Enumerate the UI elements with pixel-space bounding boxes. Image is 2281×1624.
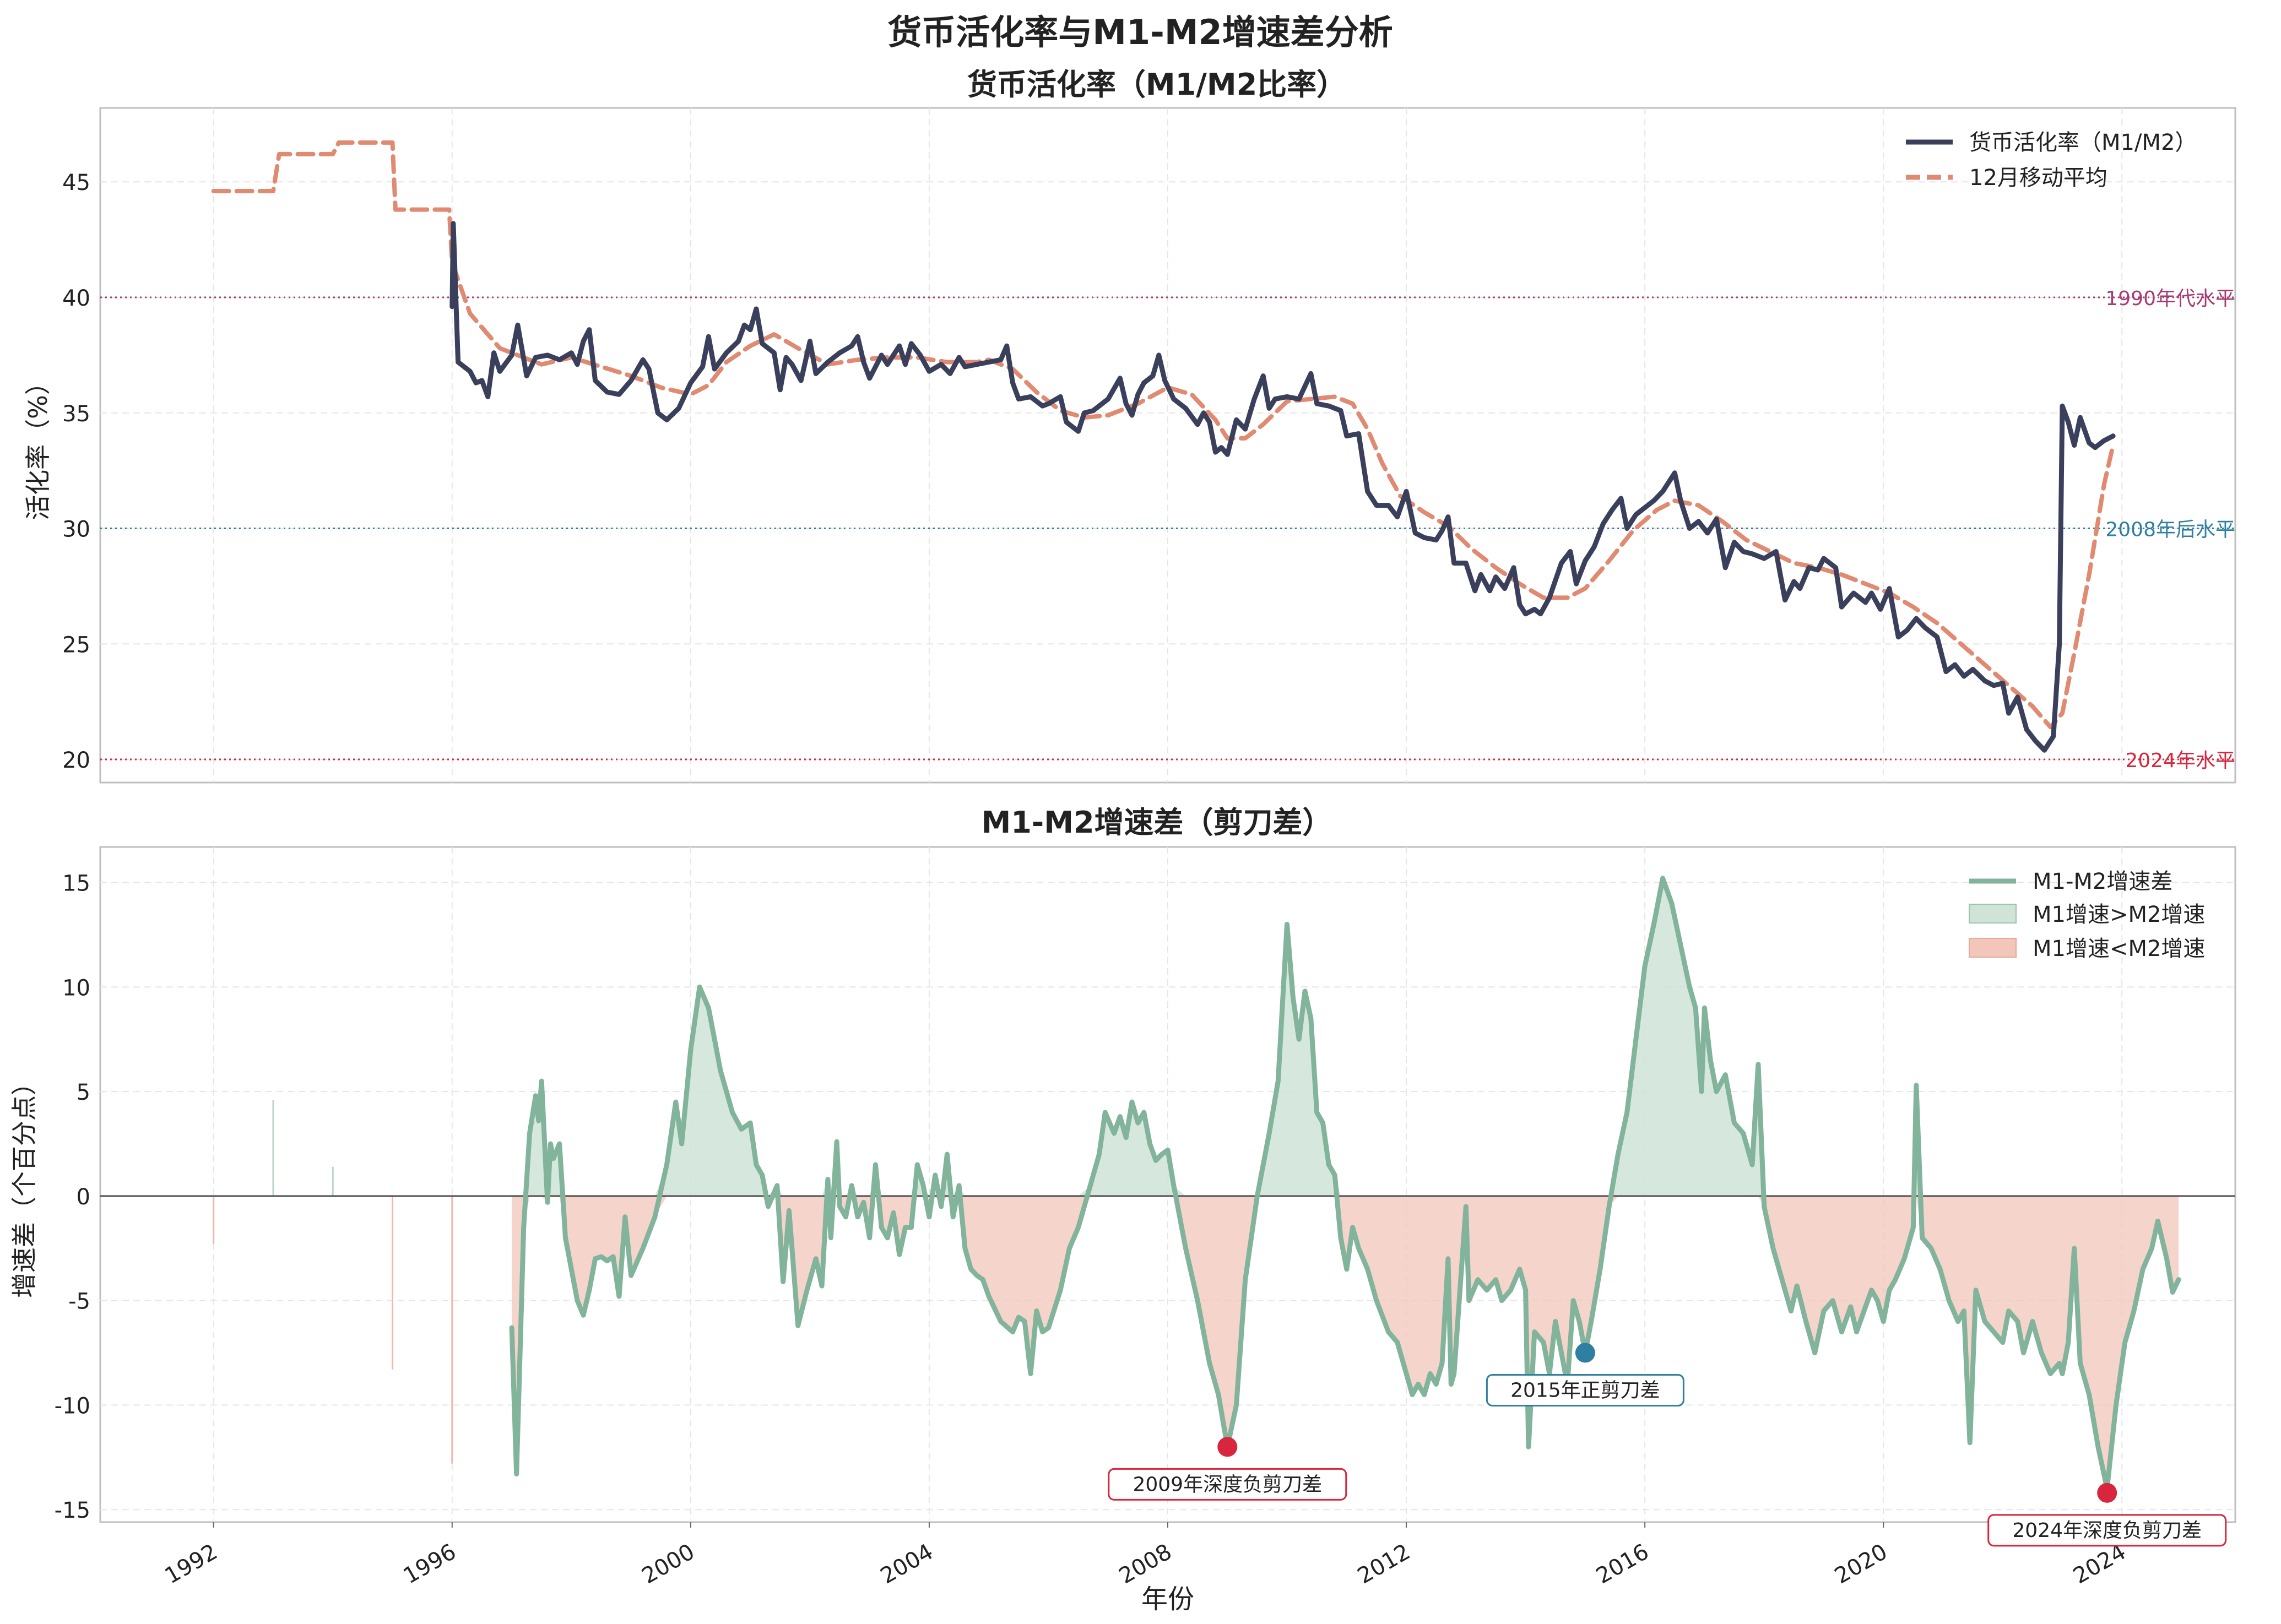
top-y-tick-label: 45 xyxy=(62,170,90,195)
annotation-box xyxy=(1108,1468,1347,1501)
top-y-tick-label: 25 xyxy=(62,632,90,658)
top-y-tick-label: 30 xyxy=(62,517,90,542)
bottom-y-axis-label: 增速差（个百分点） xyxy=(9,1070,39,1298)
top-y-tick-label: 20 xyxy=(62,748,90,773)
top-y-tick-label: 40 xyxy=(62,286,90,311)
bottom-y-tick-label: 10 xyxy=(62,975,90,1001)
figure-title: 货币活化率与M1-M2增速差分析 xyxy=(887,12,1393,52)
annotation-label: 2009年深度负剪刀差 xyxy=(1133,1473,1322,1496)
annotation-box xyxy=(1987,1514,2227,1547)
legend-label: 货币活化率（M1/M2） xyxy=(1969,130,2197,155)
reference-line-label: 2024年水平 xyxy=(2125,749,2235,772)
legend-label: M1-M2增速差 xyxy=(2033,869,2172,894)
annotation-label: 2024年深度负剪刀差 xyxy=(2012,1519,2202,1542)
bottom-legend: M1-M2增速差 M1增速>M2增速 M1增速<M2增速 xyxy=(1969,869,2205,962)
top-reference-lines: 1990年代水平 2008年后水平 2024年水平 xyxy=(100,287,2235,772)
top-y-ticks: 20 25 30 35 40 45 xyxy=(62,170,90,773)
top-y-axis-label: 活化率（%） xyxy=(23,370,53,520)
m1-m2-spread-line xyxy=(509,876,2181,1491)
reference-line-label: 2008年后水平 xyxy=(2105,519,2235,541)
top-panel: 货币活化率（M1/M2比率） 20 25 30 35 40 45 1990年代水平 2008… xyxy=(23,67,2236,784)
legend-label: M1增速<M2增速 xyxy=(2033,936,2205,962)
legend-swatch xyxy=(1969,938,2017,958)
bottom-y-tick-label: -10 xyxy=(55,1393,90,1419)
bottom-spikes xyxy=(213,1100,453,1464)
top-panel-title: 货币活化率（M1/M2比率） xyxy=(967,67,1346,102)
positive-fill-area xyxy=(512,878,2179,1196)
annotation-box xyxy=(1486,1374,1684,1407)
bottom-panel-title: M1-M2增速差（剪刀差） xyxy=(981,805,1332,840)
bottom-series xyxy=(509,876,2181,1491)
annotation-marker xyxy=(1575,1343,1595,1363)
moving-average-line xyxy=(211,140,2116,730)
top-y-tick-label: 35 xyxy=(62,401,90,427)
annotation-label: 2015年正剪刀差 xyxy=(1510,1379,1660,1402)
bottom-y-tick-label: -5 xyxy=(68,1289,90,1315)
legend-label: 12月移动平均 xyxy=(1969,165,2107,191)
bottom-y-tick-label: 0 xyxy=(77,1185,90,1210)
bottom-y-tick-label: 5 xyxy=(77,1080,90,1105)
top-legend: 货币活化率（M1/M2） 12月移动平均 xyxy=(1906,130,2197,191)
bottom-grid xyxy=(100,847,2235,1522)
bottom-annotations: 2009年深度负剪刀差 2015年正剪刀差 2024年深度负剪刀差 xyxy=(1108,1343,2227,1547)
legend-swatch xyxy=(1969,904,2017,924)
bottom-y-tick-label: -15 xyxy=(55,1498,90,1523)
legend-label: M1增速>M2增速 xyxy=(2033,902,2205,927)
reference-line-label: 1990年代水平 xyxy=(2105,287,2235,310)
x-axis-label: 年份 xyxy=(1141,1584,1194,1615)
top-series xyxy=(211,140,2116,753)
bottom-y-tick-label: 15 xyxy=(62,871,90,897)
annotation-marker xyxy=(2097,1482,2117,1503)
annotation-marker xyxy=(1217,1437,1238,1457)
bottom-y-ticks: -15 -10 -5 0 5 10 15 xyxy=(55,871,90,1524)
activation-rate-line xyxy=(449,221,2116,753)
